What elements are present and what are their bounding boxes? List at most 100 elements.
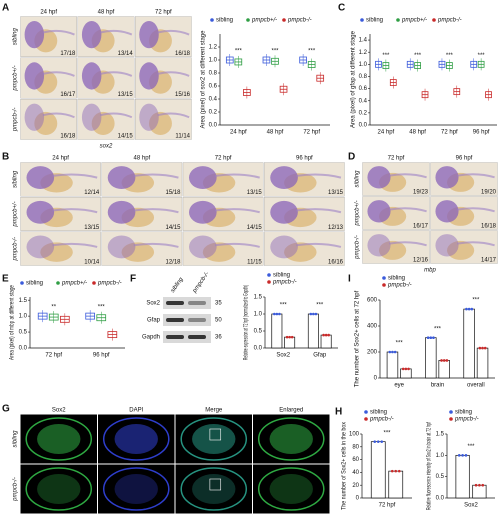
panel-letter: C — [338, 3, 345, 14]
gene-label: sox2 — [100, 144, 113, 150]
count: 13/15 — [118, 92, 134, 98]
y-axis-title: The number of Sox2+ cells at 72 hpf — [355, 290, 361, 387]
band — [188, 335, 206, 339]
blot-strip — [163, 314, 211, 326]
y-tick-label: 0.0 — [254, 346, 263, 352]
image-cell — [253, 464, 330, 514]
dot — [481, 346, 484, 350]
significance: *** — [308, 49, 316, 55]
tissue — [37, 474, 81, 504]
count: 11/14 — [175, 134, 190, 140]
column-header: 24 hpf — [52, 156, 69, 162]
legend-swatch — [246, 18, 250, 22]
tail — [42, 29, 75, 36]
legend-label: pmpcb-/- — [97, 281, 122, 287]
tail — [389, 207, 427, 213]
bar — [425, 337, 437, 379]
dot — [440, 359, 443, 362]
count: 14/15 — [165, 225, 181, 231]
tissue — [25, 467, 93, 511]
y-tick-label: 0.6 — [209, 84, 218, 90]
head — [24, 103, 45, 131]
dot — [481, 483, 485, 487]
yolk — [447, 240, 475, 260]
column-header: 72 hpf — [388, 156, 405, 162]
tissue — [102, 467, 170, 511]
y-tick-label: 1.4 — [359, 38, 368, 44]
y-tick-label: 0.5 — [436, 474, 445, 480]
y-tick-label: 1.5 — [436, 432, 445, 438]
y-axis-title: Area (pixel) of sox2 at different stage — [201, 30, 207, 129]
significance: *** — [383, 430, 391, 436]
yolk — [284, 242, 317, 262]
y-tick-label: 0.0 — [209, 123, 218, 129]
column-header: 48 hpf — [98, 10, 115, 16]
yolk — [379, 240, 407, 260]
tissue — [114, 474, 158, 504]
head — [367, 234, 391, 257]
legend-label: sibling — [366, 18, 383, 24]
y-tick-label: 0.5 — [254, 329, 263, 335]
legend-label: sibling — [26, 281, 43, 287]
x-tick-label: 24 hpf — [378, 130, 395, 136]
row-label: pmpcb-/- — [13, 107, 19, 132]
tissue — [102, 417, 170, 461]
tail — [52, 208, 98, 214]
bar — [455, 454, 470, 499]
blot-strip — [163, 297, 211, 309]
head — [81, 62, 102, 90]
panel-letter: D — [348, 152, 355, 163]
panel-letter: B — [2, 152, 9, 163]
count: 16/16 — [328, 260, 344, 266]
tail — [133, 208, 179, 214]
dot — [380, 440, 384, 443]
tissue — [180, 417, 248, 461]
tail — [296, 208, 342, 214]
dot — [376, 440, 380, 443]
panel-letter: A — [2, 3, 9, 14]
tail — [100, 71, 133, 77]
protein-label: Gfap — [147, 318, 161, 324]
legend-swatch — [360, 18, 364, 22]
band — [188, 318, 206, 322]
y-tick-label: 60 — [352, 457, 359, 463]
dot — [445, 359, 449, 362]
image-cell — [98, 464, 175, 514]
y-tick-label: 80 — [352, 444, 359, 450]
panel-letter: G — [2, 404, 10, 415]
tissue — [192, 474, 236, 504]
y-tick-label: 0.0 — [436, 496, 445, 502]
head — [189, 235, 217, 259]
head — [26, 235, 55, 259]
column-header: 72 hpf — [155, 10, 172, 16]
yolk — [34, 111, 58, 136]
dot — [394, 469, 398, 473]
significance: *** — [478, 53, 486, 59]
count: 14/15 — [118, 134, 134, 140]
head — [81, 103, 102, 131]
head — [81, 20, 102, 49]
bar — [438, 360, 450, 379]
significance: ** — [51, 305, 56, 311]
column-header: Sox2 — [52, 408, 66, 414]
dot — [285, 335, 289, 339]
y-tick-label: 0.4 — [359, 98, 368, 104]
head — [435, 166, 459, 189]
column-header: 48 hpf — [134, 156, 151, 162]
dot — [404, 367, 408, 371]
tissue — [180, 467, 248, 511]
dot — [470, 307, 474, 311]
dot — [478, 346, 482, 350]
dot — [322, 333, 325, 337]
panel-letter: F — [130, 274, 136, 285]
column-header: 24 hpf — [40, 10, 57, 16]
head — [189, 166, 217, 190]
column-header: 96 hpf — [296, 156, 313, 162]
count: 17/18 — [60, 51, 76, 57]
tissue — [37, 424, 81, 454]
legend-label: pmpcb-/- — [437, 18, 462, 24]
band — [166, 335, 184, 339]
dot — [278, 312, 281, 316]
row-label: sibling — [355, 170, 361, 188]
